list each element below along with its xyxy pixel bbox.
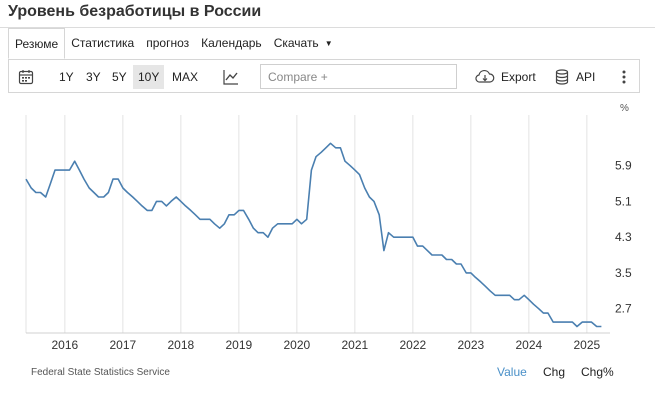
tab-forecast-label: прогноз	[146, 36, 190, 50]
x-tick-label-2020: 2020	[284, 338, 311, 352]
tab-calendar-label: Календарь	[201, 36, 262, 50]
series-line-0	[25, 142, 602, 328]
range-3y-button[interactable]: 3Y	[86, 70, 101, 84]
x-tick-label-2025: 2025	[574, 338, 601, 352]
tab-calendar[interactable]: Календарь	[195, 28, 268, 58]
x-tick-label-2018: 2018	[168, 338, 195, 352]
chart-type-icon[interactable]	[221, 67, 241, 87]
database-icon	[555, 69, 569, 85]
title-divider	[0, 27, 655, 28]
x-tick-label-2016: 2016	[52, 338, 79, 352]
tab-summary[interactable]: Резюме	[8, 28, 66, 59]
x-tick-label-2022: 2022	[400, 338, 427, 352]
mode-value-button[interactable]: Value	[497, 365, 527, 379]
compare-input[interactable]	[260, 64, 457, 89]
range-5y-button[interactable]: 5Y	[112, 70, 127, 84]
x-tick-label-2019: 2019	[226, 338, 253, 352]
x-tick-label-2023: 2023	[458, 338, 485, 352]
y-unit-label: %	[620, 103, 629, 114]
range-10y-button[interactable]: 10Y	[133, 65, 165, 89]
mode-chg-pct-button[interactable]: Chg%	[581, 365, 614, 379]
y-tick-label-4.3: 4.3	[615, 230, 632, 244]
source-label: Federal State Statistics Service	[31, 367, 170, 378]
api-label: API	[576, 70, 596, 84]
y-tick-label-3.5: 3.5	[615, 266, 632, 280]
cloud-download-icon	[475, 69, 495, 83]
x-tick-label-2021: 2021	[342, 338, 369, 352]
range-1y-button[interactable]: 1Y	[59, 70, 74, 84]
more-vert-icon[interactable]	[617, 67, 631, 87]
tab-download-label: Скачать	[273, 36, 319, 50]
export-button[interactable]: Export	[475, 67, 536, 87]
tab-statistics-label: Статистика	[71, 36, 135, 50]
api-button[interactable]: API	[555, 67, 595, 87]
x-tick-label-2017: 2017	[110, 338, 137, 352]
tab-download[interactable]: Скачать ▼	[268, 28, 339, 58]
mode-chg-button[interactable]: Chg	[543, 365, 566, 379]
nav-tabs: Резюме Статистика прогноз Календарь Скач…	[8, 28, 339, 60]
chart-area: 2016 2017 2018 2019 2020 2021 2022 2023 2024 2025…	[8, 93, 640, 393]
y-tick-label-2.7: 2.7	[615, 302, 632, 316]
x-tick-label-2024: 2024	[516, 338, 543, 352]
tab-forecast[interactable]: прогноз	[140, 28, 195, 58]
page-title: Уровень безработицы в России	[8, 3, 262, 20]
chart-toolbar: 1Y 3Y 5Y 10Y MAX Export API	[8, 59, 640, 93]
caret-down-icon: ▼	[324, 38, 333, 48]
range-max-button[interactable]: MAX	[172, 70, 199, 84]
calendar-icon[interactable]	[16, 67, 36, 87]
y-tick-label-5.1: 5.1	[615, 194, 632, 208]
tab-statistics[interactable]: Статистика	[65, 28, 140, 58]
y-tick-label-5.9: 5.9	[615, 159, 632, 173]
export-label: Export	[501, 70, 536, 84]
tab-summary-label: Резюме	[15, 36, 59, 51]
unemployment-line-chart: 2016 2017 2018 2019 2020 2021 2022 2023 2024 2025…	[25, 103, 632, 352]
